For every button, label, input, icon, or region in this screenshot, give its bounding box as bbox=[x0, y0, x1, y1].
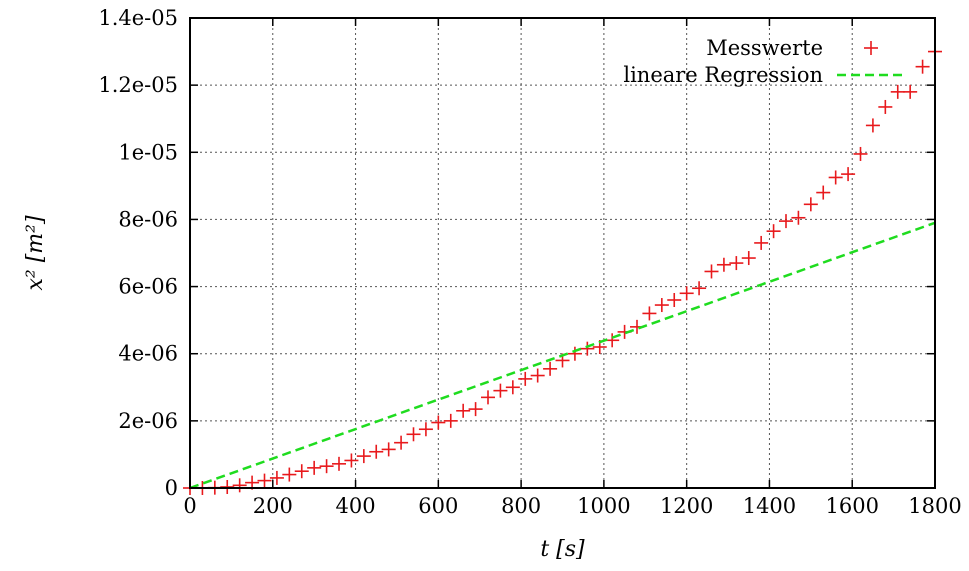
x-tick-label: 1000 bbox=[577, 494, 630, 518]
legend-label: Messwerte bbox=[706, 36, 823, 60]
y-tick-label: 0 bbox=[165, 476, 178, 500]
data-point bbox=[431, 415, 446, 430]
x-tick-label: 1600 bbox=[825, 494, 878, 518]
data-point bbox=[319, 459, 334, 474]
data-point bbox=[381, 442, 396, 457]
y-tick-label: 1.4e-05 bbox=[98, 6, 178, 30]
data-point bbox=[505, 380, 520, 395]
data-point bbox=[282, 467, 297, 482]
data-point bbox=[468, 402, 483, 417]
y-tick-label: 8e-06 bbox=[118, 207, 178, 231]
plot-frame bbox=[189, 17, 936, 489]
data-point bbox=[394, 435, 409, 450]
data-point bbox=[518, 371, 533, 386]
legend-swatch-marker bbox=[864, 41, 878, 55]
x-tick-label: 600 bbox=[418, 494, 458, 518]
data-point bbox=[567, 346, 582, 361]
data-point bbox=[443, 413, 458, 428]
y-tick-label: 6e-06 bbox=[118, 275, 178, 299]
data-point bbox=[915, 59, 930, 74]
grid-lines bbox=[190, 18, 935, 488]
data-point bbox=[642, 306, 657, 321]
tick-marks bbox=[189, 17, 936, 489]
data-point bbox=[530, 368, 545, 383]
data-point bbox=[754, 235, 769, 250]
data-point bbox=[307, 460, 322, 475]
regression-line bbox=[189, 221, 936, 490]
data-point bbox=[853, 146, 868, 161]
data-point bbox=[269, 470, 284, 485]
data-point bbox=[865, 118, 880, 133]
data-point bbox=[729, 256, 744, 271]
data-point bbox=[667, 293, 682, 307]
data-point bbox=[543, 361, 558, 376]
data-point bbox=[878, 99, 893, 114]
data-point bbox=[344, 453, 359, 468]
y-tick-labels: 0 2e-06 4e-06 6e-06 8e-06 1e-05 1.2e-05 1.4e-05 bbox=[98, 6, 178, 500]
data-point bbox=[741, 251, 756, 266]
y-tick-label: 1e-05 bbox=[118, 140, 178, 164]
x-tick-label: 400 bbox=[336, 494, 376, 518]
x-tick-label: 800 bbox=[501, 494, 541, 518]
data-point bbox=[481, 390, 495, 405]
legend-label: lineare Regression bbox=[623, 63, 823, 87]
data-point bbox=[716, 257, 731, 272]
data-point bbox=[704, 264, 719, 279]
data-point bbox=[332, 456, 346, 471]
data-point bbox=[232, 478, 247, 493]
y-tick-label: 2e-06 bbox=[118, 409, 178, 433]
data-point bbox=[654, 298, 669, 313]
data-point bbox=[257, 473, 272, 488]
data-point bbox=[220, 479, 235, 494]
x-tick-label: 1200 bbox=[660, 494, 713, 518]
data-point bbox=[356, 449, 371, 464]
data-point bbox=[406, 427, 421, 442]
data-point bbox=[791, 210, 806, 225]
data-point bbox=[369, 444, 384, 459]
data-point bbox=[766, 224, 781, 239]
data-point bbox=[779, 214, 793, 229]
x-tick-label: 200 bbox=[253, 494, 293, 518]
x-axis-label: t [s] bbox=[540, 537, 585, 562]
y-tick-label: 4e-06 bbox=[118, 342, 178, 366]
data-point bbox=[418, 422, 433, 437]
y-tick-label: 1.2e-05 bbox=[98, 73, 178, 97]
x-tick-label: 1800 bbox=[908, 494, 961, 518]
data-point bbox=[493, 383, 508, 398]
data-point bbox=[890, 84, 905, 99]
x-tick-labels: 0 200 400 600 800 1000 1200 1400 1600 1800 bbox=[183, 494, 961, 518]
y-axis-label: x² [m²] bbox=[23, 215, 48, 290]
x-tick-label: 0 bbox=[183, 494, 196, 518]
data-point bbox=[456, 403, 471, 418]
data-point bbox=[580, 341, 595, 356]
data-point bbox=[841, 167, 856, 182]
data-point bbox=[692, 281, 707, 296]
data-point bbox=[294, 464, 309, 479]
series-layer bbox=[183, 44, 942, 495]
data-point bbox=[816, 185, 831, 200]
data-point bbox=[803, 197, 818, 212]
data-point bbox=[679, 286, 694, 301]
data-point bbox=[828, 170, 843, 185]
x-tick-label: 1400 bbox=[743, 494, 796, 518]
legend: Messwerte lineare Regression bbox=[623, 36, 905, 87]
data-point bbox=[903, 84, 918, 99]
